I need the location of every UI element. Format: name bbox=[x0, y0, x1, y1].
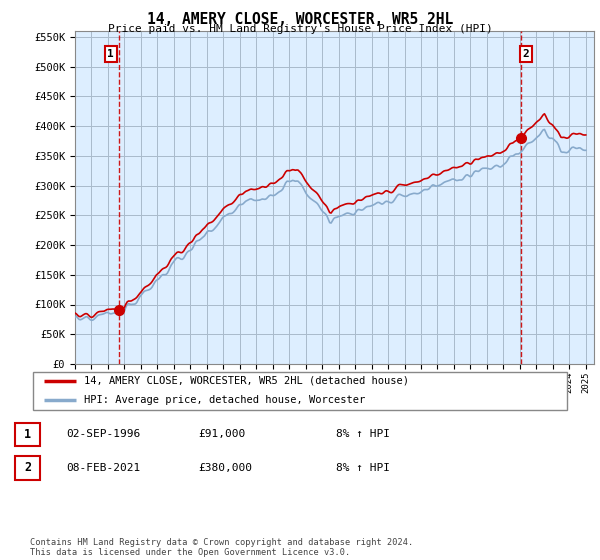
Text: 2: 2 bbox=[523, 49, 529, 59]
Text: 1: 1 bbox=[107, 49, 114, 59]
Text: Price paid vs. HM Land Registry's House Price Index (HPI): Price paid vs. HM Land Registry's House … bbox=[107, 24, 493, 34]
Text: 14, AMERY CLOSE, WORCESTER, WR5 2HL (detached house): 14, AMERY CLOSE, WORCESTER, WR5 2HL (det… bbox=[84, 376, 409, 386]
Text: Contains HM Land Registry data © Crown copyright and database right 2024.
This d: Contains HM Land Registry data © Crown c… bbox=[30, 538, 413, 557]
Text: 2: 2 bbox=[24, 461, 31, 474]
Text: HPI: Average price, detached house, Worcester: HPI: Average price, detached house, Worc… bbox=[84, 395, 365, 405]
Text: 14, AMERY CLOSE, WORCESTER, WR5 2HL: 14, AMERY CLOSE, WORCESTER, WR5 2HL bbox=[147, 12, 453, 27]
Text: 8% ↑ HPI: 8% ↑ HPI bbox=[336, 463, 390, 473]
FancyBboxPatch shape bbox=[33, 372, 568, 409]
Text: £380,000: £380,000 bbox=[198, 463, 252, 473]
Text: 1: 1 bbox=[24, 427, 31, 441]
Text: 8% ↑ HPI: 8% ↑ HPI bbox=[336, 429, 390, 439]
Text: £91,000: £91,000 bbox=[198, 429, 245, 439]
Text: 08-FEB-2021: 08-FEB-2021 bbox=[66, 463, 140, 473]
Text: 02-SEP-1996: 02-SEP-1996 bbox=[66, 429, 140, 439]
